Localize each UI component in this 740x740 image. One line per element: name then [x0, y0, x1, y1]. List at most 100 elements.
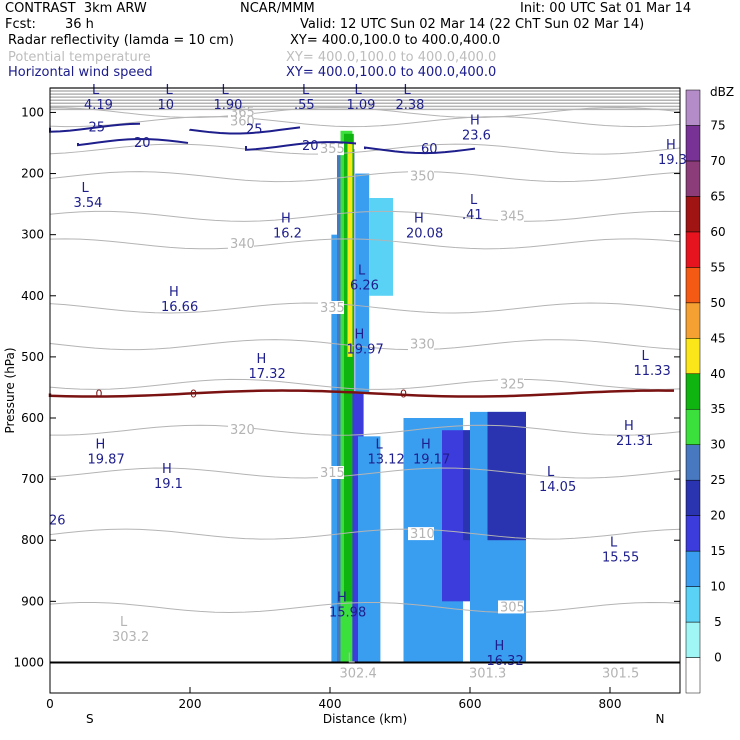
colorbar-swatch: [685, 479, 701, 516]
field1-xy: XY= 400.0,100.0 to 400.0,400.0: [290, 33, 501, 48]
theta-contour: [49, 339, 681, 351]
hl-marker: H: [624, 419, 634, 434]
hl-marker: H: [414, 211, 424, 226]
theta-contour: [49, 528, 681, 540]
hl-value: 16.2: [273, 226, 302, 241]
reflectivity-cell: [487, 411, 526, 541]
theta-contour-label: 360: [230, 115, 255, 130]
hl-value: 302.4: [340, 666, 377, 681]
hl-value: .55: [294, 98, 315, 113]
theta-contour: [49, 210, 681, 222]
hl-marker: L: [222, 83, 230, 98]
hl-marker: L: [348, 651, 356, 666]
y-tick-label: 800: [21, 533, 44, 547]
hl-value: 13.12: [368, 453, 405, 468]
reflectivity-cell: [347, 143, 353, 357]
colorbar-label: 15: [710, 544, 725, 558]
wind-contour-label: 25: [89, 121, 106, 136]
x-tick-label: 800: [599, 697, 622, 711]
colorbar-swatch: [685, 231, 701, 268]
theta-contour-label: 325: [500, 377, 525, 392]
colorbar-label: 35: [710, 402, 725, 416]
hl-value: 19.97: [347, 343, 384, 358]
hl-marker: L: [92, 83, 100, 98]
colorbar-swatch: [685, 586, 701, 623]
init-time: Init: 00 UTC Sat 01 Mar 14: [520, 1, 692, 16]
x-end-label-south: S: [86, 712, 94, 726]
hl-marker: H: [169, 285, 179, 300]
hl-marker: H: [257, 352, 267, 367]
y-tick-label: 500: [21, 350, 44, 364]
colorbar-label: 70: [710, 154, 725, 168]
wind-contour: [189, 126, 301, 135]
wind-contour: [245, 141, 357, 151]
model-title: CONTRAST 3km ARW: [5, 1, 147, 16]
theta-label-bg: [228, 236, 254, 250]
hl-value: 16.32: [487, 654, 524, 669]
y-axis-title: Pressure (hPa): [3, 347, 17, 433]
colorbar-swatch: [685, 302, 701, 339]
theta-label-bg: [318, 466, 344, 479]
theta-contour-label: 330: [410, 338, 435, 353]
center-label: NCAR/MMM: [240, 1, 315, 16]
colorbar-swatch: [685, 408, 701, 445]
colorbar-label: 55: [710, 260, 725, 274]
freezing-level-line: [48, 389, 675, 398]
reflectivity-cell: [358, 436, 381, 663]
colorbar-unit: dBZ: [710, 85, 734, 99]
x-tick-label: 400: [319, 697, 342, 711]
colorbar-swatch: [685, 125, 701, 162]
hl-value: 26: [49, 514, 66, 529]
wind-contour-label: 25: [246, 123, 263, 138]
wind-contour: [364, 146, 476, 155]
colorbar-label: 30: [710, 438, 725, 452]
theta-contour-label: 315: [320, 466, 345, 481]
x-tick-label: 200: [179, 697, 202, 711]
hl-value: 15.55: [602, 550, 639, 565]
field1-title: Radar reflectivity (lamda = 10 cm): [8, 33, 234, 48]
fcst-label: Fcst:: [5, 17, 36, 32]
hl-value: 19.3: [658, 153, 687, 168]
reflectivity-cell: [355, 173, 370, 394]
hl-value: 4.19: [84, 98, 113, 113]
theta-contour: [49, 424, 681, 436]
x-end-label-north: N: [656, 712, 665, 726]
colorbar-swatch: [685, 621, 701, 658]
fcst-value: 36 h: [65, 17, 94, 32]
theta-contour-label: 350: [410, 170, 435, 185]
field2-xy: XY= 400.0,100.0 to 400.0,400.0: [286, 50, 497, 65]
hl-value: 2.38: [396, 98, 425, 113]
hl-value: 19.87: [88, 453, 125, 468]
colorbar-swatch: [685, 196, 701, 233]
x-tick-label: 0: [46, 697, 54, 711]
y-tick-label: 100: [21, 105, 44, 119]
reflectivity-cell: [344, 133, 354, 602]
colorbar-label: 60: [710, 225, 725, 239]
colorbar-swatch: [685, 267, 701, 304]
colorbar-label: 50: [710, 296, 725, 310]
reflectivity-cell: [403, 418, 421, 663]
hl-marker: H: [421, 438, 431, 453]
theta-contour: [49, 143, 681, 155]
hl-marker: L: [404, 83, 412, 98]
theta-contour-label: 340: [230, 237, 255, 252]
theta-contour: [49, 302, 681, 314]
x-tick-label: 600: [459, 697, 482, 711]
hl-value: 19.17: [413, 453, 450, 468]
hl-marker: L: [642, 349, 650, 364]
theta-contour: [49, 378, 681, 390]
hl-value: 303.2: [112, 630, 149, 645]
hl-value: 301.5: [602, 666, 639, 681]
theta-contour: [49, 467, 681, 479]
colorbar-label: 25: [710, 473, 725, 487]
colorbar-label: 45: [710, 331, 725, 345]
wind-contour: [77, 138, 189, 147]
y-tick-label: 600: [21, 411, 44, 425]
freezing-level-label: 0: [400, 388, 407, 401]
hl-marker: L: [82, 181, 90, 196]
field3-title: Horizontal wind speed: [8, 65, 153, 80]
colorbar-label: 5: [714, 615, 722, 629]
hl-marker: L: [302, 83, 310, 98]
theta-label-bg: [408, 169, 434, 183]
hl-value: 1.90: [214, 98, 243, 113]
